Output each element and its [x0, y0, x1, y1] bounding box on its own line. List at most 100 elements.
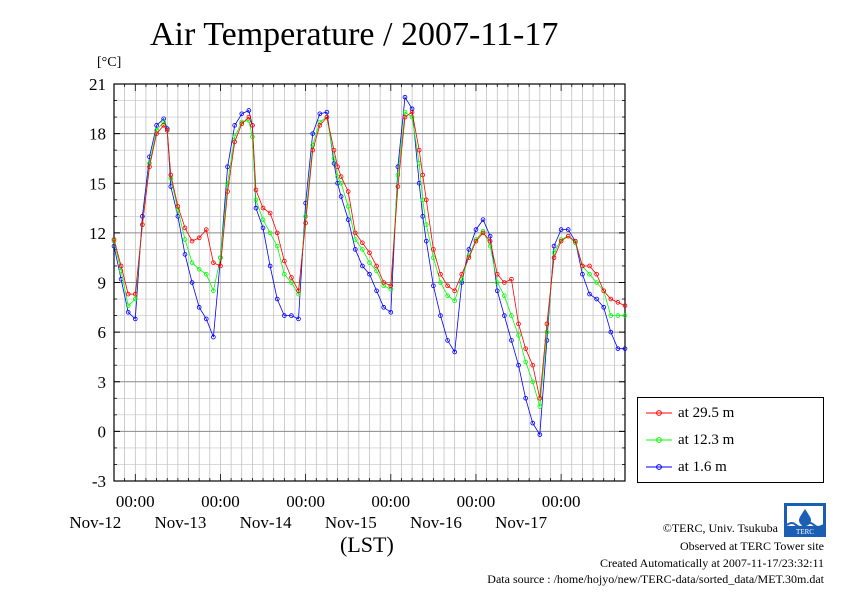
logo-text: TERC [796, 528, 814, 536]
data-point [239, 111, 245, 117]
series-line [113, 95, 625, 436]
data-point [523, 346, 528, 351]
data-point [402, 94, 408, 100]
data-point [416, 147, 422, 153]
data-point [189, 280, 195, 285]
data-point [267, 263, 273, 269]
data-point [218, 255, 223, 260]
data-point [551, 243, 557, 249]
data-point [615, 313, 621, 318]
x-tick-label-time: 00:00 [116, 492, 155, 511]
data-point [303, 220, 308, 226]
data-point [452, 298, 457, 303]
data-point [544, 321, 550, 327]
data-point [132, 296, 138, 302]
data-point [232, 123, 237, 128]
data-point [473, 238, 479, 244]
data-point [132, 316, 138, 322]
data-point [367, 260, 372, 265]
data-point [118, 263, 124, 269]
y-axis-unit: [°C] [97, 55, 122, 70]
data-point [537, 404, 543, 409]
data-point [335, 164, 340, 170]
y-tick-label: 9 [98, 274, 107, 293]
data-point [601, 288, 607, 294]
data-point [530, 420, 536, 426]
data-point [338, 174, 344, 179]
data-point [487, 233, 493, 239]
data-point [594, 280, 599, 285]
data-point [345, 189, 351, 194]
data-point [253, 187, 259, 193]
data-point [175, 204, 181, 209]
legend-item-1m: at 1.6 m [646, 457, 727, 477]
data-point [459, 280, 465, 285]
data-point [388, 283, 394, 289]
data-point [509, 276, 514, 282]
data-point [196, 305, 202, 310]
data-point [381, 283, 386, 289]
data-point [580, 263, 585, 269]
data-point [331, 161, 337, 166]
data-point [502, 280, 507, 285]
data-point [140, 222, 145, 227]
data-point [615, 300, 621, 305]
data-point [409, 114, 415, 120]
data-point [395, 172, 401, 178]
data-point [509, 313, 514, 318]
data-point [140, 214, 145, 219]
data-point [473, 227, 479, 232]
data-point [218, 263, 223, 269]
data-point [111, 238, 117, 244]
legend-item-29m: at 29.5 m [646, 403, 734, 423]
x-tick-label-date: Nov-13 [154, 513, 206, 532]
data-point [211, 288, 216, 294]
data-point [253, 205, 259, 211]
data-point [154, 131, 159, 136]
data-point [516, 362, 521, 368]
data-point [544, 329, 550, 335]
data-point [502, 313, 507, 318]
data-point [431, 247, 436, 252]
data-point [203, 271, 209, 277]
data-point [296, 288, 301, 294]
data-point [125, 303, 131, 308]
data-point [523, 359, 528, 365]
x-tick-label-date: Nov-15 [325, 513, 377, 532]
data-point [246, 114, 252, 120]
data-point [558, 238, 564, 244]
data-point [466, 247, 472, 252]
data-point [282, 258, 287, 264]
data-point [331, 147, 337, 153]
data-point [168, 172, 174, 178]
x-tick-label-date: Nov-17 [495, 513, 547, 532]
data-point [203, 316, 209, 322]
data-point [409, 106, 415, 112]
data-point [466, 255, 472, 260]
data-point [345, 204, 351, 209]
data-point [558, 227, 564, 232]
x-tick-label-time: 00:00 [371, 492, 410, 511]
x-tick-label-time: 00:00 [286, 492, 325, 511]
y-tick-label: 6 [98, 323, 107, 342]
data-point [622, 346, 628, 351]
data-point [374, 288, 379, 294]
data-point [565, 233, 571, 239]
data-point [189, 238, 195, 244]
data-point [367, 271, 372, 277]
data-point [182, 252, 188, 257]
observed-text: Observed at TERC Tower site [679, 539, 824, 553]
data-point [459, 271, 465, 277]
legend: at 29.5 m at 12.3 m at 1.6 m [637, 397, 824, 483]
data-point [132, 291, 138, 297]
legend-label-29m: at 29.5 m [678, 404, 735, 421]
x-tick-label-time: 00:00 [457, 492, 496, 511]
legend-label-12m: at 12.3 m [678, 431, 735, 448]
data-point [516, 333, 521, 338]
data-point [296, 316, 301, 322]
data-point [182, 237, 188, 242]
data-point [565, 227, 571, 232]
x-tick-label-date: Nov-12 [69, 513, 121, 532]
data-point [282, 271, 287, 277]
source-text: Data source : /home/hojyo/new/TERC-data/… [487, 572, 824, 586]
